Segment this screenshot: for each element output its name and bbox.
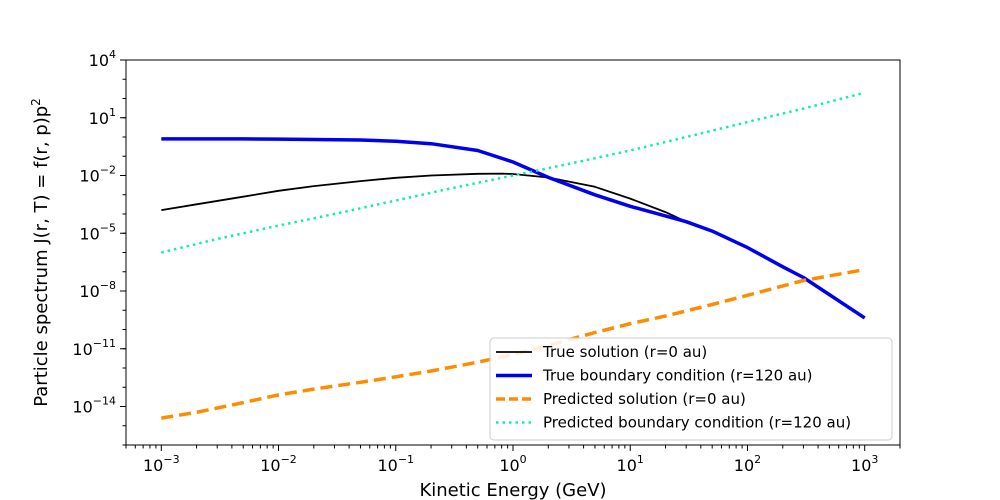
x-tick-base: 10 (851, 456, 871, 475)
series-line-1 (161, 172, 866, 319)
x-tick-base: 10 (377, 456, 397, 475)
x-tick-label: 10−1 (377, 453, 414, 475)
legend-entry-label: True boundary condition (r=120 au) (542, 367, 813, 385)
y-tick-base: 10 (79, 224, 99, 243)
y-tick-base: 10 (79, 282, 99, 301)
legend-entry-label: True solution (r=0 au) (542, 343, 707, 361)
y-tick-exponent: −14 (93, 395, 116, 408)
y-tick-label: 10−5 (79, 221, 116, 243)
legend-entry-label: Predicted boundary condition (r=120 au) (543, 414, 851, 432)
y-axis-label-text: Particle spectrum J(r, T) = f(r, p)p (31, 106, 52, 407)
x-tick-exponent: 0 (520, 453, 527, 466)
y-tick-exponent: −11 (93, 337, 116, 350)
y-tick-label: 10−8 (79, 279, 116, 301)
x-tick-label: 100 (499, 453, 526, 475)
y-tick-base: 10 (72, 398, 92, 417)
y-axis-label: Particle spectrum J(r, T) = f(r, p)p2 (29, 98, 52, 407)
y-tick-label: 10−14 (72, 395, 116, 417)
x-tick-label: 102 (734, 453, 761, 475)
y-tick-base: 10 (89, 109, 109, 128)
x-tick-exponent: 3 (871, 453, 878, 466)
x-tick-exponent: −1 (398, 453, 414, 466)
y-tick-exponent: 1 (109, 106, 116, 119)
x-tick-label: 10−3 (143, 453, 180, 475)
y-tick-label: 10−2 (79, 164, 116, 186)
x-tick-base: 10 (499, 456, 519, 475)
x-tick-exponent: 2 (754, 453, 761, 466)
y-tick-label: 10−11 (72, 337, 116, 359)
x-tick-exponent: −3 (163, 453, 179, 466)
x-tick-base: 10 (260, 456, 280, 475)
y-tick-label: 101 (89, 106, 116, 128)
x-axis: 10−3 10−2 10−1 100 101 102 103 (125, 445, 901, 475)
y-tick-exponent: 4 (109, 48, 116, 61)
legend-box (489, 337, 893, 441)
plot-lines (161, 91, 866, 420)
y-tick-base: 10 (72, 340, 92, 359)
series-line-3 (161, 267, 866, 420)
series-line-2 (161, 137, 866, 320)
y-axis-label-superscript: 2 (29, 98, 43, 106)
y-tick-label: 104 (89, 48, 116, 70)
legend-entry-label: Predicted solution (r=0 au) (543, 390, 746, 408)
x-tick-label: 10−2 (260, 453, 297, 475)
y-tick-exponent: −5 (100, 221, 116, 234)
y-tick-exponent: −2 (100, 164, 116, 177)
series-line-4 (161, 91, 866, 254)
x-axis-label: Kinetic Energy (GeV) (419, 480, 606, 500)
legend: True solution (r=0 au) True boundary cond… (489, 337, 893, 441)
x-tick-label: 103 (851, 453, 878, 475)
x-tick-label: 101 (617, 453, 644, 475)
x-tick-exponent: 1 (637, 453, 644, 466)
x-tick-base: 10 (617, 456, 637, 475)
y-tick-base: 10 (89, 51, 109, 70)
y-tick-base: 10 (79, 167, 99, 186)
y-tick-exponent: −8 (100, 279, 116, 292)
x-tick-exponent: −2 (281, 453, 297, 466)
x-tick-base: 10 (734, 456, 754, 475)
x-tick-base: 10 (143, 456, 163, 475)
